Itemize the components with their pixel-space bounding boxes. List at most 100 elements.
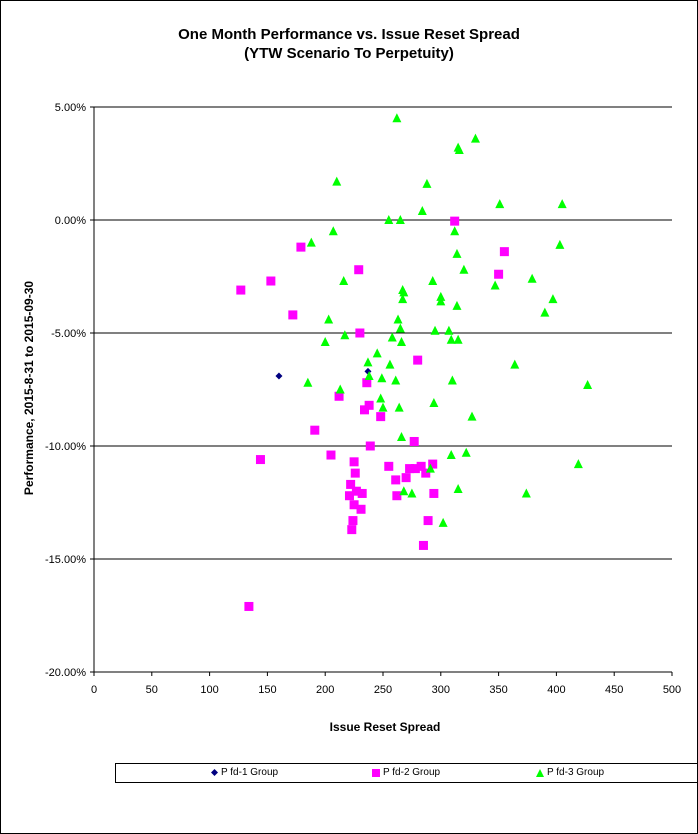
data-point xyxy=(357,488,367,498)
data-point xyxy=(557,199,567,209)
x-tick-label: 150 xyxy=(258,684,276,696)
data-points xyxy=(236,113,593,611)
data-point xyxy=(377,373,387,383)
legend-label-pfd1: P fd-1 Group xyxy=(221,767,279,778)
data-point xyxy=(396,431,406,441)
data-point xyxy=(326,450,336,460)
data-point xyxy=(364,370,374,380)
data-point xyxy=(428,459,438,469)
x-tick-label: 450 xyxy=(605,684,623,696)
data-point xyxy=(376,393,386,403)
data-point xyxy=(363,357,373,367)
data-point xyxy=(376,412,386,422)
data-point xyxy=(396,337,406,347)
data-point xyxy=(378,402,388,412)
legend: P fd-1 Group P fd-2 Group P fd-3 Group xyxy=(115,763,698,783)
data-point xyxy=(349,457,359,467)
data-point xyxy=(447,375,457,385)
x-axis-label: Issue Reset Spread xyxy=(330,720,441,734)
legend-item-pfd3: P fd-3 Group xyxy=(536,767,604,778)
x-tick-label: 100 xyxy=(200,684,218,696)
x-tick-label: 400 xyxy=(547,684,565,696)
y-tick-label: 0.00% xyxy=(55,215,86,227)
data-point xyxy=(453,483,463,493)
data-point xyxy=(346,479,356,489)
data-point xyxy=(428,276,438,286)
data-point xyxy=(288,310,298,320)
data-point xyxy=(555,239,565,249)
data-point xyxy=(392,113,402,123)
axes xyxy=(93,107,672,673)
data-point xyxy=(362,378,372,388)
data-point xyxy=(521,488,531,498)
data-point xyxy=(348,516,358,526)
square-marker-icon xyxy=(372,768,380,777)
data-point xyxy=(355,328,365,338)
data-point xyxy=(422,178,432,188)
data-point xyxy=(340,330,350,340)
data-point xyxy=(527,273,537,283)
data-point xyxy=(360,405,370,415)
data-point xyxy=(418,540,428,550)
data-point xyxy=(452,248,462,258)
x-tick-label: 50 xyxy=(146,684,158,696)
x-tick-label: 250 xyxy=(374,684,392,696)
data-point xyxy=(349,500,359,510)
data-point xyxy=(332,176,342,186)
data-point xyxy=(255,455,265,465)
gridlines xyxy=(94,106,672,560)
data-point xyxy=(490,280,500,290)
data-point xyxy=(399,486,409,496)
data-point xyxy=(391,475,401,485)
data-point xyxy=(450,216,460,226)
data-point xyxy=(395,215,405,224)
data-point xyxy=(409,436,419,446)
diamond-marker-icon xyxy=(211,769,218,776)
data-point xyxy=(494,269,504,279)
data-point xyxy=(413,355,423,365)
data-point xyxy=(275,372,283,380)
data-point xyxy=(548,294,558,304)
data-point xyxy=(320,337,330,347)
data-point xyxy=(244,601,254,611)
data-point xyxy=(356,504,366,514)
data-point xyxy=(391,375,401,385)
data-point xyxy=(446,450,456,460)
data-point xyxy=(347,525,357,535)
data-point xyxy=(392,491,402,501)
data-point xyxy=(394,402,404,412)
data-point xyxy=(410,464,420,474)
data-point xyxy=(429,398,439,408)
data-point xyxy=(296,242,306,252)
data-point xyxy=(387,332,397,342)
data-point xyxy=(461,447,471,457)
x-tick-label: 200 xyxy=(316,684,334,696)
data-point xyxy=(384,461,394,471)
data-point xyxy=(423,516,433,526)
data-point xyxy=(401,473,411,483)
chart-title: One Month Performance vs. Issue Reset Sp… xyxy=(178,26,520,43)
data-point xyxy=(306,237,316,247)
y-axis-ticks: 5.00% 0.00% -5.00% -10.00% -15.00% -20.00% xyxy=(45,102,94,679)
data-point xyxy=(339,276,349,286)
y-tick-label: -20.00% xyxy=(45,667,86,679)
data-point xyxy=(384,215,394,224)
data-point xyxy=(510,359,520,369)
series-2 xyxy=(236,216,509,611)
data-point xyxy=(430,325,440,335)
x-tick-label: 0 xyxy=(91,684,97,696)
data-point xyxy=(416,461,426,471)
y-axis-label: Performance, 2015-8-31 to 2015-09-30 xyxy=(22,281,36,495)
data-point xyxy=(385,359,395,369)
data-point xyxy=(573,459,583,469)
legend-item-pfd1: P fd-1 Group xyxy=(211,767,278,778)
data-point xyxy=(540,307,550,317)
data-point xyxy=(310,425,320,435)
data-point xyxy=(398,294,408,304)
x-tick-label: 500 xyxy=(663,684,681,696)
data-point xyxy=(495,199,505,209)
y-tick-label: 5.00% xyxy=(55,102,86,114)
data-point xyxy=(399,287,409,297)
data-point xyxy=(417,205,427,215)
